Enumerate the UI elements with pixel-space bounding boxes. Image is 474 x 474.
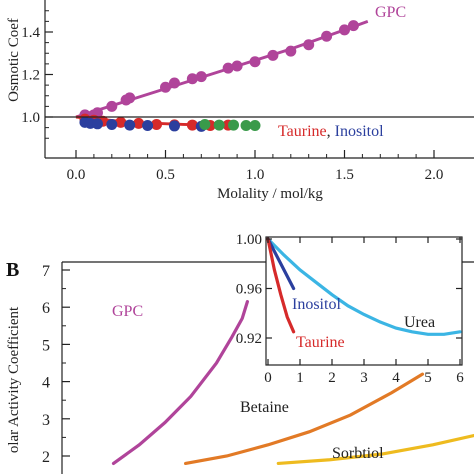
inset-ticks: 0 1 2 3 4 5 6 1.00 0.96 0.92 bbox=[236, 232, 465, 386]
panel-a-point-gpc-18 bbox=[347, 20, 359, 32]
inset-label-taurine: Taurine bbox=[296, 334, 345, 351]
panel-a-ylabel: Osmotic Coef bbox=[6, 18, 22, 102]
panel-b-letter: B bbox=[6, 259, 19, 281]
inset-line-urea bbox=[266, 237, 462, 336]
inset-xtick-label: 6 bbox=[456, 370, 464, 386]
panel-b-ylabel: olar Activity Coefficient bbox=[6, 306, 22, 453]
panel-b-line-sorbtiol bbox=[276, 433, 474, 466]
panel-a-point-inositol-2 bbox=[91, 118, 103, 130]
label-comma-a: , bbox=[327, 123, 335, 140]
inset-xtick-label: 3 bbox=[360, 370, 368, 386]
panel-b-ytick-label: 3 bbox=[42, 412, 50, 429]
panel-a-point-inositol-6 bbox=[168, 120, 180, 132]
inset-marks bbox=[266, 237, 462, 336]
panel-a-xtick-label: 0.5 bbox=[156, 167, 175, 183]
inset-ytick-label: 1.00 bbox=[236, 232, 262, 248]
inset-label-urea: Urea bbox=[404, 314, 435, 331]
panel-b-ticks: 2 3 4 5 6 7 bbox=[42, 263, 70, 466]
panel-a-point-gpc-5 bbox=[124, 92, 136, 104]
panel-a-point-gpc-14 bbox=[285, 45, 297, 57]
inset-xtick-label: 0 bbox=[264, 370, 272, 386]
panel-a-point-inositol-3 bbox=[106, 118, 118, 130]
panel-a-point-gpc-13 bbox=[267, 49, 279, 61]
panel-a: 0.0 0.5 1.0 1.5 2.0 1.0 1.2 1.4 Osmotic Coef Mo… bbox=[6, 0, 474, 202]
panel-a-ytick-label: 1.4 bbox=[21, 25, 40, 41]
inset-frame bbox=[265, 236, 463, 366]
panel-a-point-taurine-4 bbox=[133, 117, 145, 129]
inset-xtick-label: 4 bbox=[392, 370, 400, 386]
panel-a-point-gpc-9 bbox=[195, 71, 207, 83]
panel-a-point-gpc-15 bbox=[303, 39, 315, 51]
panel-b-line-gpc bbox=[111, 300, 249, 466]
panel-a-xtick-label: 1.0 bbox=[246, 167, 265, 183]
panel-a-point-series-1 bbox=[213, 119, 225, 131]
panel-a-ytick-label: 1.0 bbox=[21, 110, 40, 126]
panel-a-xtick-label: 2.0 bbox=[425, 167, 444, 183]
panel-a-xtick-label: 0.0 bbox=[67, 167, 86, 183]
label-gpc-b: GPC bbox=[112, 303, 143, 320]
panel-a-point-series-3 bbox=[240, 120, 252, 131]
panel-b-line-betaine bbox=[184, 372, 425, 466]
panel-b-ytick-label: 6 bbox=[42, 300, 50, 317]
label-taurine-a: Taurine bbox=[278, 123, 327, 140]
panel-a-xtick-label: 1.5 bbox=[335, 167, 354, 183]
panel-a-point-gpc-17 bbox=[339, 24, 350, 36]
label-taurine-inositol-a: Taurine, Inositol bbox=[278, 123, 384, 140]
inset-label-inositol: Inositol bbox=[292, 296, 341, 313]
panel-a-point-gpc-8 bbox=[186, 73, 198, 85]
panel-a-point-series-4 bbox=[249, 120, 261, 131]
inset-xtick-label: 2 bbox=[328, 370, 336, 386]
panel-a-point-gpc-12 bbox=[249, 56, 261, 68]
label-gpc-a: GPC bbox=[375, 4, 406, 21]
panel-b-ytick-label: 5 bbox=[42, 337, 50, 354]
panel-a-point-gpc-16 bbox=[321, 30, 333, 42]
inset-xtick-label: 5 bbox=[424, 370, 432, 386]
panel-a-point-series-2 bbox=[228, 119, 240, 131]
panel-a-point-series-0 bbox=[199, 118, 211, 130]
panel-b-ytick-label: 7 bbox=[42, 263, 50, 280]
inset-chart: 0 1 2 3 4 5 6 1.00 0.96 0.92 Inositol Taurine Ure… bbox=[236, 232, 465, 386]
panel-a-point-gpc-3 bbox=[106, 100, 118, 112]
panel-b-ytick-label: 2 bbox=[42, 449, 50, 466]
panel-b: B olar Activity Coefficient 2 3 4 5 6 7 GPC B… bbox=[6, 232, 474, 474]
inset-ytick-label: 0.96 bbox=[236, 282, 263, 298]
panel-a-point-gpc-11 bbox=[231, 60, 243, 72]
panel-a-point-gpc-6 bbox=[160, 81, 171, 93]
inset-line-inositol bbox=[266, 237, 296, 291]
panel-a-ticks: 0.0 0.5 1.0 1.5 2.0 1.0 1.2 1.4 bbox=[21, 10, 444, 183]
panel-a-point-inositol-5 bbox=[142, 120, 154, 131]
panel-a-point-taurine-3 bbox=[115, 116, 127, 128]
label-inositol-a: Inositol bbox=[335, 123, 384, 140]
inset-ytick-label: 0.92 bbox=[236, 331, 262, 347]
panel-a-xlabel: Molality / mol/kg bbox=[217, 186, 323, 202]
panel-a-ytick-label: 1.2 bbox=[21, 68, 40, 84]
panel-b-ytick-label: 4 bbox=[42, 375, 50, 392]
panel-b-marks bbox=[111, 300, 474, 466]
label-betaine-b: Betaine bbox=[240, 399, 289, 416]
panel-a-point-inositol-4 bbox=[124, 119, 136, 131]
inset-xtick-label: 1 bbox=[296, 370, 304, 386]
inset-line-taurine bbox=[266, 237, 296, 334]
panel-a-marks bbox=[75, 19, 369, 132]
label-sorbitol-b: Sorbtiol bbox=[332, 445, 384, 462]
panel-a-point-taurine-5 bbox=[151, 118, 163, 130]
panel-a-point-taurine-7 bbox=[186, 119, 198, 131]
panel-a-point-gpc-7 bbox=[168, 77, 180, 89]
panel-a-point-gpc-10 bbox=[222, 62, 234, 74]
